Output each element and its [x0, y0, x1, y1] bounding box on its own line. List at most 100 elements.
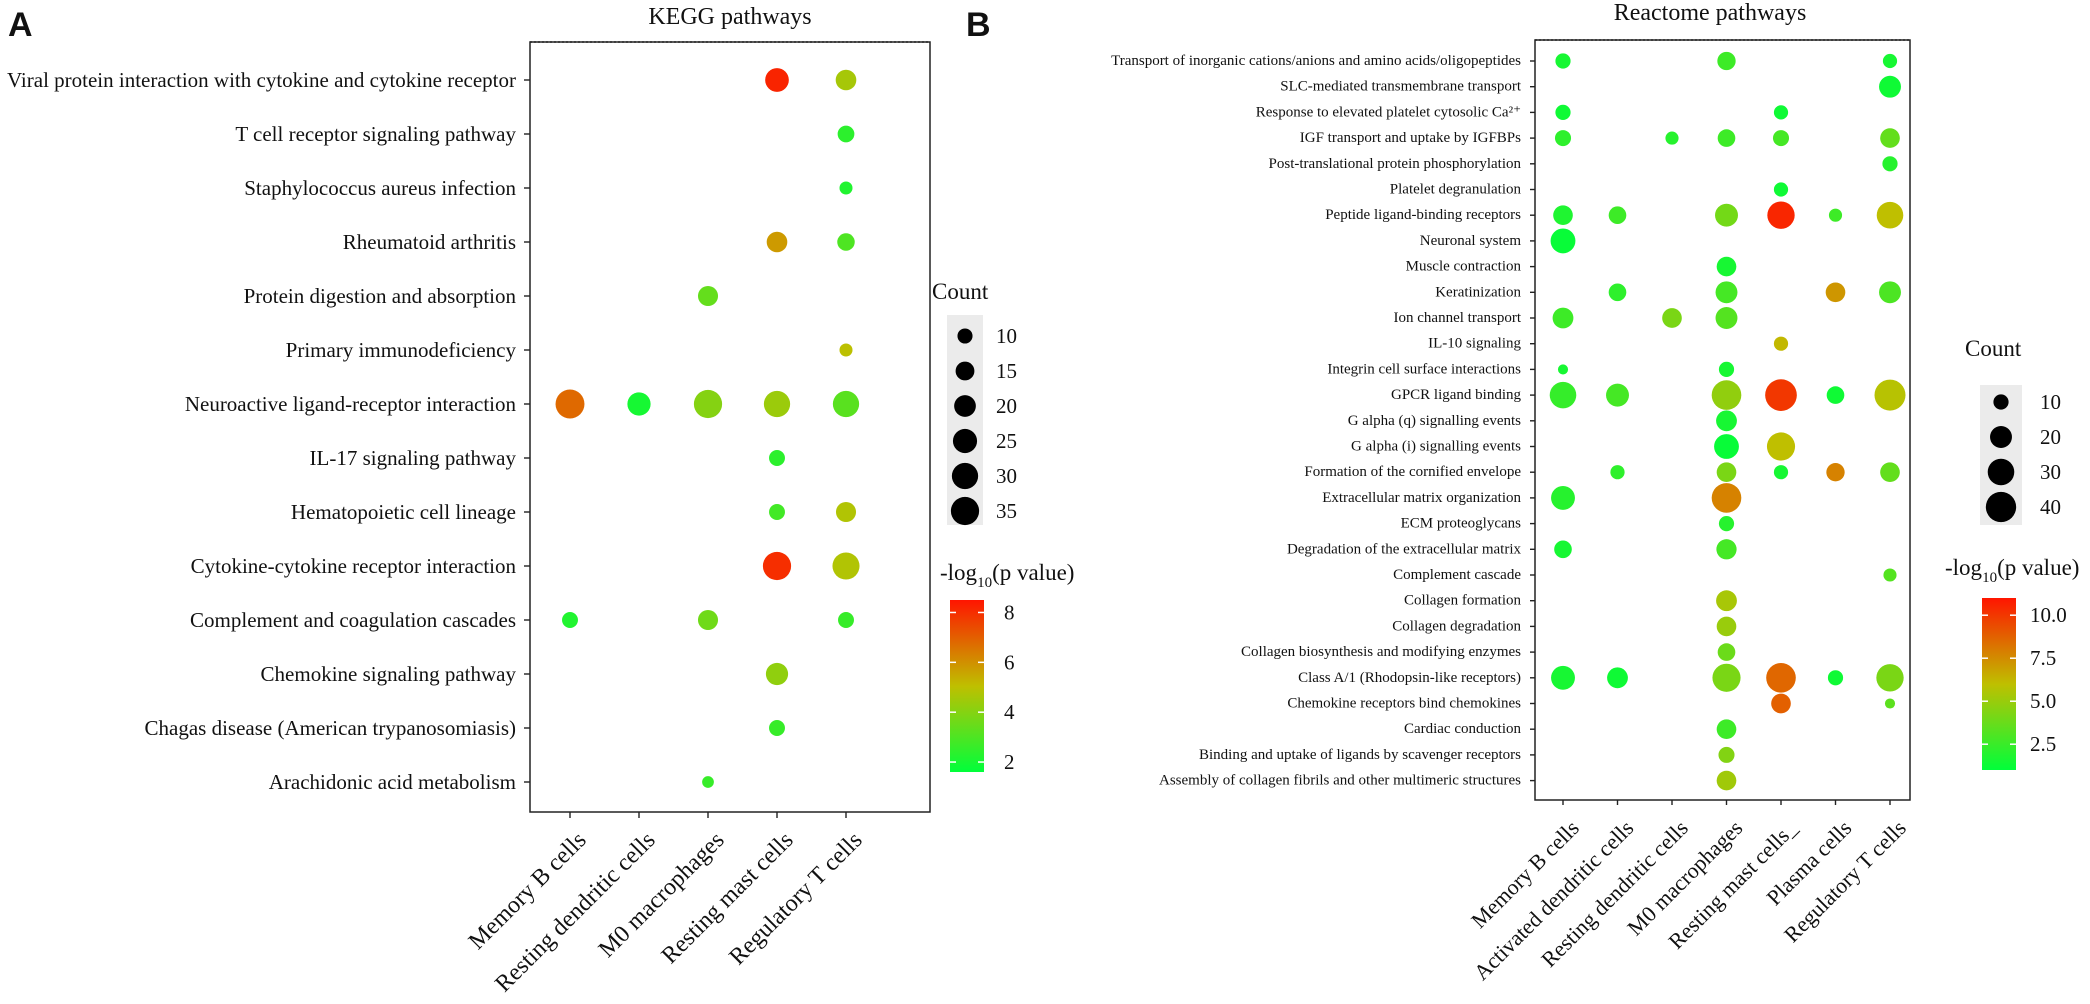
a-point-protein-digestion-and-absorption-m0-macrophages	[697, 285, 719, 307]
a-size-legend-dot-35	[950, 496, 980, 526]
b-row-label-response-to-elevated-platelet-cytosolic-ca: Response to elevated platelet cytosolic …	[1256, 104, 1521, 120]
a-row-label-cytokine-cytokine-receptor-interaction: Cytokine-cytokine receptor interaction	[191, 554, 517, 578]
b-point-collagen-formation-m0-macrophages	[1716, 590, 1737, 612]
a-color-tick-label-1: 2	[1004, 750, 1015, 774]
panel-b-points	[1549, 51, 1906, 791]
b-row-label-collagen-degradation: Collagen degradation	[1392, 618, 1521, 634]
a-point-il-17-signaling-pathway-resting-mast-cells	[769, 450, 785, 466]
a-point-arachidonic-acid-metabolism-m0-macrophages	[702, 776, 714, 788]
b-color-tick-label-2: 5.0	[2030, 689, 2056, 713]
a-point-chemokine-signaling-pathway-resting-mast-cells	[765, 662, 789, 686]
b-point-gpcr-ligand-binding-plasma-cells	[1826, 386, 1845, 404]
a-size-legend-label-35: 35	[996, 499, 1017, 523]
b-row-label-binding-and-uptake-of-ligands-by-scavenger-receptors: Binding and uptake of ligands by scaveng…	[1199, 747, 1521, 763]
a-point-neuroactive-ligand-receptor-interaction-resting-dendritic-cells	[627, 392, 651, 416]
b-size-legend-dot-10	[1993, 394, 2009, 410]
panel-b-size-legend-title: Count	[1965, 336, 2022, 361]
panel-a-size-legend-bg	[947, 315, 983, 525]
b-row-label-igf-transport-and-uptake-by-igfbps: IGF transport and uptake by IGFBPs	[1300, 130, 1521, 146]
b-point-peptide-ligand-binding-receptors-resting-mast-cells	[1767, 201, 1795, 229]
b-size-legend-dot-20	[1990, 426, 2012, 448]
b-row-label-chemokine-receptors-bind-chemokines: Chemokine receptors bind chemokines	[1287, 696, 1521, 712]
a-size-legend-dot-10	[957, 328, 973, 344]
b-point-igf-transport-and-uptake-by-igfbps-memory-b-cells	[1554, 130, 1572, 147]
panel-a-plot-frame	[529, 41, 931, 813]
a-point-neuroactive-ligand-receptor-interaction-resting-mast-cells	[763, 390, 791, 418]
panel-b-plot-frame	[1534, 39, 1911, 801]
b-row-label-extracellular-matrix-organization: Extracellular matrix organization	[1322, 490, 1521, 506]
a-size-legend-label-15: 15	[996, 359, 1017, 383]
a-point-chagas-disease-american-trypanosomiasis-resting-mast-cells	[769, 720, 785, 736]
b-point-collagen-biosynthesis-and-modifying-enzymes-m0-macrophages	[1717, 643, 1736, 661]
a-point-primary-immunodeficiency-regulatory-t-cells	[839, 343, 853, 357]
b-point-transport-of-inorganic-cations-anions-and-amino-acids-oligopeptides-m0-macrophages	[1717, 51, 1736, 71]
panel-a-title: KEGG pathways	[648, 4, 811, 30]
b-row-label-keratinization: Keratinization	[1435, 284, 1521, 300]
b-row-label-neuronal-system: Neuronal system	[1420, 233, 1522, 249]
panel-a-points	[555, 68, 860, 788]
b-point-igf-transport-and-uptake-by-igfbps-m0-macrophages	[1717, 129, 1736, 147]
a-size-legend-dot-25	[952, 428, 978, 454]
panel-a-color-legend: 2 4 6 8	[950, 600, 1015, 774]
b-size-legend-label-30: 30	[2040, 460, 2061, 484]
b-point-class-a-1-rhodopsin-like-receptors-plasma-cells	[1827, 670, 1844, 686]
a-size-legend-dot-20	[954, 395, 976, 417]
b-row-label-peptide-ligand-binding-receptors: Peptide ligand-binding receptors	[1325, 207, 1521, 223]
panel-b-color-legend-title: -log10(p value)	[1945, 555, 2079, 586]
b-point-formation-of-the-cornified-envelope-m0-macrophages	[1716, 462, 1737, 483]
a-col-label-m0-macrophages: M0 macrophages	[594, 827, 730, 963]
b-row-label-assembly-of-collagen-fibrils-and-other-multimeric-structures: Assembly of collagen fibrils and other m…	[1159, 773, 1521, 789]
panel-b-color-bar	[1982, 598, 2016, 770]
a-row-label-staphylococcus-aureus-infection: Staphylococcus aureus infection	[244, 176, 516, 200]
b-row-label-formation-of-the-cornified-envelope: Formation of the cornified envelope	[1304, 464, 1521, 480]
a-point-cytokine-cytokine-receptor-interaction-regulatory-t-cells	[832, 552, 860, 580]
b-point-gpcr-ligand-binding-m0-macrophages	[1711, 380, 1742, 410]
b-row-label-transport-of-inorganic-cations-anions-and-amino-acids-oligopeptides: Transport of inorganic cations/anions an…	[1111, 53, 1521, 69]
panel-b-title: Reactome pathways	[1614, 0, 1807, 26]
a-size-legend-label-25: 25	[996, 429, 1017, 453]
panel-b-color-legend: 2.5 5.0 7.5 10.0	[1982, 603, 2067, 756]
a-size-legend-label-10: 10	[996, 324, 1017, 348]
b-point-collagen-degradation-m0-macrophages	[1716, 616, 1737, 637]
b-point-ion-channel-transport-resting-dendritic-cells	[1662, 308, 1682, 328]
b-point-class-a-1-rhodopsin-like-receptors-activated-dendritic-cells	[1607, 667, 1628, 689]
a-row-label-complement-and-coagulation-cascades: Complement and coagulation cascades	[190, 608, 516, 632]
b-point-gpcr-ligand-binding-memory-b-cells	[1549, 381, 1577, 409]
b-point-integrin-cell-surface-interactions-memory-b-cells	[1557, 364, 1569, 375]
b-point-formation-of-the-cornified-envelope-activated-dendritic-cells	[1610, 465, 1625, 480]
b-row-label-ion-channel-transport: Ion channel transport	[1394, 310, 1522, 326]
b-point-ecm-proteoglycans-m0-macrophages	[1718, 516, 1735, 532]
b-point-class-a-1-rhodopsin-like-receptors-memory-b-cells	[1551, 665, 1575, 690]
a-row-label-neuroactive-ligand-receptor-interaction: Neuroactive ligand-receptor interaction	[185, 392, 517, 416]
b-row-label-integrin-cell-surface-interactions: Integrin cell surface interactions	[1327, 361, 1521, 377]
a-point-rheumatoid-arthritis-regulatory-t-cells	[837, 233, 855, 251]
b-point-muscle-contraction-m0-macrophages	[1716, 256, 1737, 277]
b-row-label-complement-cascade: Complement cascade	[1393, 567, 1521, 583]
panel-b: B Reactome pathways Transport of inorgan…	[966, 0, 2079, 985]
b-point-igf-transport-and-uptake-by-igfbps-resting-mast-cells	[1772, 130, 1790, 147]
b-color-tick-label-1: 2.5	[2030, 732, 2056, 756]
a-color-tick-label-3: 6	[1004, 650, 1015, 674]
b-point-peptide-ligand-binding-receptors-memory-b-cells	[1553, 205, 1573, 226]
b-point-response-to-elevated-platelet-cytosolic-ca-resting-mast-cells	[1773, 105, 1789, 120]
b-row-label-muscle-contraction: Muscle contraction	[1406, 259, 1522, 275]
a-row-label-t-cell-receptor-signaling-pathway: T cell receptor signaling pathway	[235, 122, 516, 146]
b-size-legend-label-20: 20	[2040, 425, 2061, 449]
b-row-label-il-10-signaling: IL-10 signaling	[1428, 336, 1521, 352]
a-point-neuroactive-ligand-receptor-interaction-m0-macrophages	[693, 389, 723, 419]
a-row-label-rheumatoid-arthritis: Rheumatoid arthritis	[343, 230, 516, 254]
a-row-label-chemokine-signaling-pathway: Chemokine signaling pathway	[261, 662, 517, 686]
a-point-t-cell-receptor-signaling-pathway-regulatory-t-cells	[837, 125, 855, 143]
b-point-peptide-ligand-binding-receptors-activated-dendritic-cells	[1608, 206, 1627, 225]
b-point-degradation-of-the-extracellular-matrix-memory-b-cells	[1554, 540, 1572, 559]
b-row-label-class-a-1-rhodopsin-like-receptors: Class A/1 (Rhodopsin-like receptors)	[1298, 670, 1521, 686]
panel-a-size-legend: 10 15 20 25 30 35	[950, 324, 1017, 526]
a-col-label-memory-b-cells: Memory B cells	[464, 827, 592, 955]
b-point-igf-transport-and-uptake-by-igfbps-resting-dendritic-cells	[1665, 131, 1679, 145]
a-row-label-primary-immunodeficiency: Primary immunodeficiency	[286, 338, 517, 362]
b-point-keratinization-plasma-cells	[1825, 282, 1846, 303]
b-point-chemokine-receptors-bind-chemokines-resting-mast-cells	[1771, 693, 1791, 714]
